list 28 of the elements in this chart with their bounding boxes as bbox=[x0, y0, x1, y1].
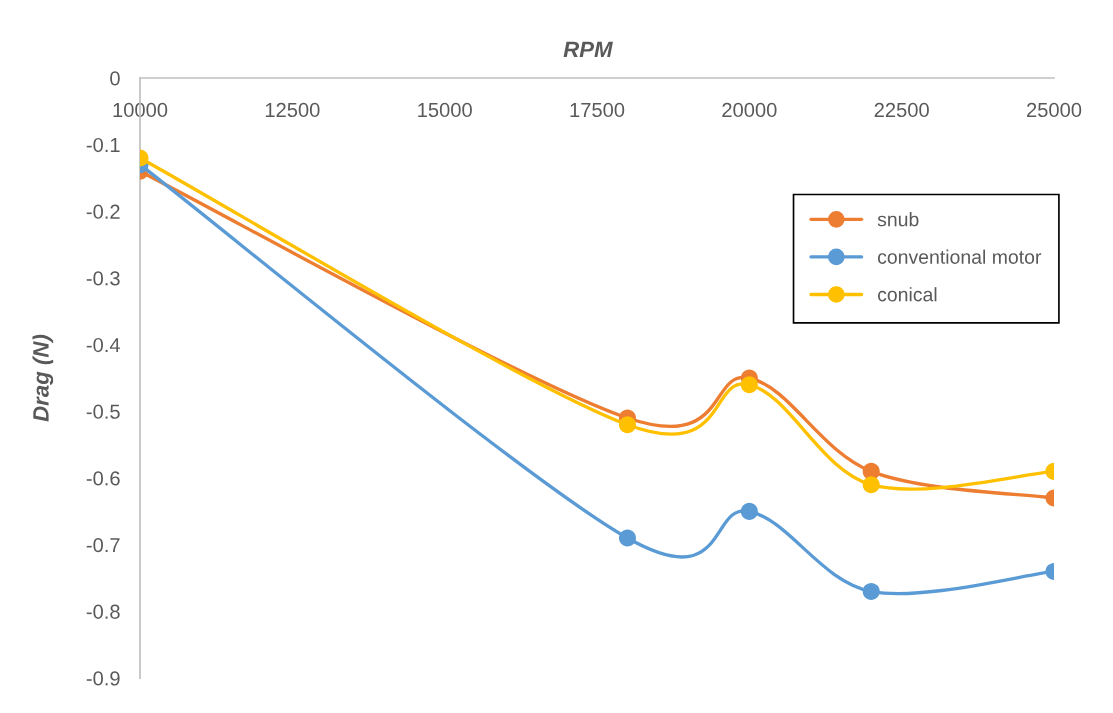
y-tick-label: -0.3 bbox=[86, 271, 120, 286]
point bbox=[862, 476, 880, 494]
point bbox=[618, 529, 636, 547]
y-tick-label: -0.4 bbox=[86, 337, 120, 353]
y-tick-label: -0.9 bbox=[86, 671, 120, 686]
x-tick-label: 25000 bbox=[1027, 102, 1082, 118]
x-tick-label: 20000 bbox=[722, 102, 777, 118]
point bbox=[618, 416, 636, 434]
y-tick-label: -0.7 bbox=[86, 537, 120, 553]
x-axis-title: RPM bbox=[563, 41, 613, 57]
x-tick-label: 12500 bbox=[265, 102, 320, 118]
x-tick-label: 10000 bbox=[113, 102, 168, 118]
x-tick-label: 17500 bbox=[570, 102, 625, 118]
x-tick-label: 15000 bbox=[418, 102, 472, 118]
point bbox=[862, 582, 880, 600]
y-tick-label: 0 bbox=[110, 71, 120, 86]
y-tick-label: -0.2 bbox=[86, 204, 120, 219]
legend-label: conical bbox=[877, 287, 937, 302]
legend-label: conventional motor bbox=[877, 249, 1042, 264]
y-tick-label: -0.6 bbox=[86, 471, 120, 486]
y-tick-label: -0.8 bbox=[86, 604, 120, 619]
y-axis-title: Drag (N) bbox=[32, 334, 54, 422]
point bbox=[740, 376, 758, 394]
legend-label: snub bbox=[877, 212, 919, 227]
y-tick-label: -0.5 bbox=[86, 404, 120, 419]
x-tick-label: 22500 bbox=[874, 102, 929, 118]
y-tick-label: -0.1 bbox=[86, 137, 120, 153]
point bbox=[740, 502, 758, 520]
